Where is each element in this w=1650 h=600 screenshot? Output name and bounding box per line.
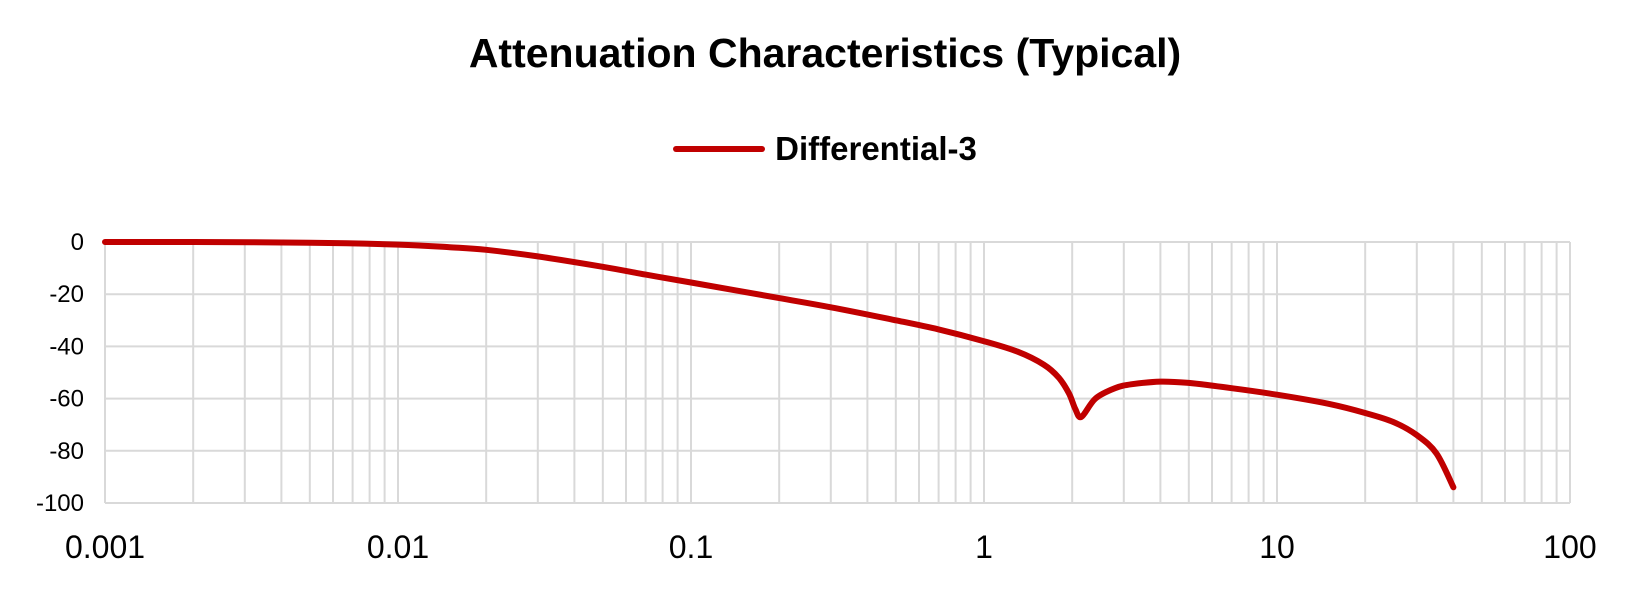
x-tick-label: 0.1 [669,529,713,565]
x-tick-label: 0.001 [65,529,145,565]
y-tick-label: -20 [49,281,84,308]
series-group [102,238,1457,491]
legend: Differential-3 [0,130,1650,168]
y-tick-label: -100 [36,490,84,517]
grid [104,241,1571,504]
y-tick-label: -80 [49,438,84,465]
x-tick-label: 100 [1543,529,1596,565]
y-tick-label: 0 [71,229,84,256]
series-line-differential-3 [102,238,1457,491]
legend-series-swatch [673,146,766,152]
x-tick-label: 1 [975,529,993,565]
y-axis: 0 -20 -40 -60 -80 -100 [36,229,84,517]
x-axis: 0.001 0.01 0.1 1 10 100 [65,529,1597,565]
x-tick-label: 0.01 [367,529,429,565]
y-tick-label: -60 [49,386,84,413]
x-tick-label: 10 [1259,529,1295,565]
chart-title: Attenuation Characteristics (Typical) [468,30,1182,76]
legend-series-label: Differential-3 [775,130,977,167]
y-tick-label: -40 [49,333,84,360]
